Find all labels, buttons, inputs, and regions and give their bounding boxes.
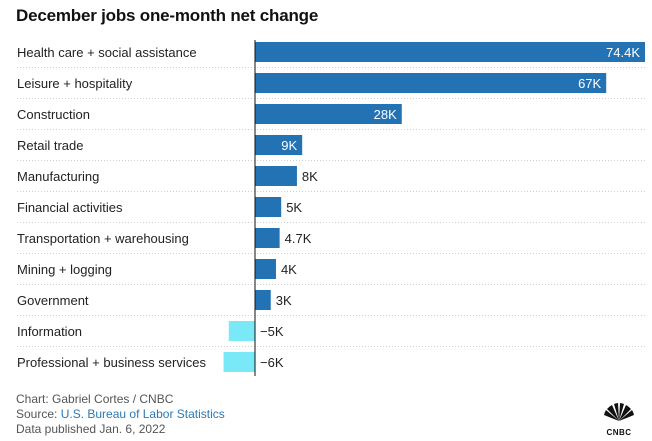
publish-date: Data published Jan. 6, 2022 xyxy=(16,422,166,436)
value-label: 74.4K xyxy=(606,45,640,60)
bar xyxy=(255,259,276,279)
category-label: Leisure + hospitality xyxy=(17,76,133,91)
bar xyxy=(255,290,271,310)
category-label: Mining + logging xyxy=(17,262,112,277)
cnbc-logo: CNBC xyxy=(602,401,636,437)
value-label: −6K xyxy=(260,355,284,370)
category-label: Health care + social assistance xyxy=(17,45,197,60)
bar xyxy=(255,73,607,93)
source-link[interactable]: U.S. Bureau of Labor Statistics xyxy=(60,407,225,421)
category-label: Information xyxy=(17,324,82,339)
category-label: Transportation + warehousing xyxy=(17,231,189,246)
value-label: 4.7K xyxy=(285,231,312,246)
category-label: Construction xyxy=(17,107,90,122)
bar xyxy=(223,352,255,372)
chart-title: December jobs one-month net change xyxy=(16,6,319,25)
chart-source: Source: U.S. Bureau of Labor Statistics xyxy=(16,407,225,422)
bar xyxy=(255,42,645,62)
category-label: Financial activities xyxy=(17,200,123,215)
category-label: Manufacturing xyxy=(17,169,99,184)
value-label: −5K xyxy=(260,324,284,339)
category-label: Professional + business services xyxy=(17,355,206,370)
bar xyxy=(255,228,280,248)
bar xyxy=(255,197,282,217)
bar-chart: Health care + social assistance 74.4K Leis… xyxy=(17,40,645,376)
value-label: 67K xyxy=(578,76,601,91)
value-label: 9K xyxy=(281,138,297,153)
chart-credit: Chart: Gabriel Cortes / CNBC xyxy=(16,392,174,406)
value-label: 8K xyxy=(302,169,318,184)
bar xyxy=(255,166,297,186)
bar xyxy=(228,321,255,341)
category-label: Retail trade xyxy=(17,138,83,153)
logo-text: CNBC xyxy=(606,428,632,437)
value-label: 5K xyxy=(286,200,302,215)
bar xyxy=(255,104,402,124)
value-label: 4K xyxy=(281,262,297,277)
peacock-icon xyxy=(604,403,634,421)
value-label: 3K xyxy=(276,293,292,308)
bar xyxy=(255,135,303,155)
chart-footer: Chart: Gabriel Cortes / CNBC Source: U.S… xyxy=(16,392,225,437)
category-label: Government xyxy=(17,293,89,308)
source-prefix: Source: xyxy=(16,407,61,421)
value-label: 28K xyxy=(374,107,397,122)
